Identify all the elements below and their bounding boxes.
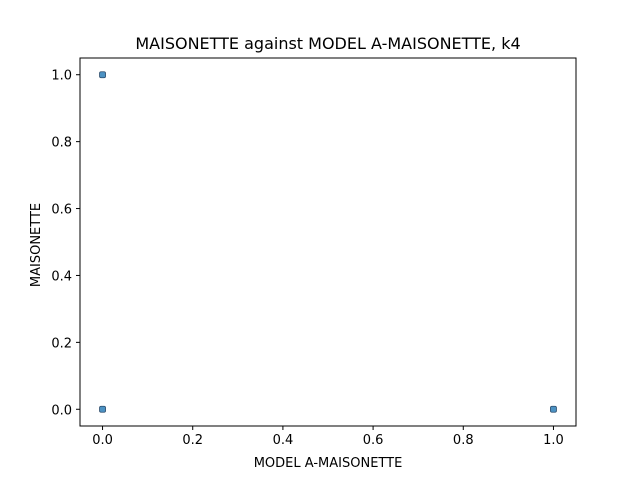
y-tick-label: 1.0 [51, 69, 72, 84]
x-tick-label: 0.4 [273, 433, 294, 448]
x-tick-label: 1.0 [543, 433, 564, 448]
y-tick-label: 0.6 [51, 203, 72, 218]
x-tick-label: 0.2 [182, 433, 203, 448]
plot-area [79, 57, 577, 427]
data-points [99, 71, 557, 413]
x-axis-label: MODEL A-MAISONETTE [254, 456, 403, 471]
y-tick-label: 0.2 [51, 336, 72, 351]
scatter-point [99, 71, 106, 79]
y-tick-label: 0.4 [51, 269, 72, 284]
chart-title: MAISONETTE against MODEL A-MAISONETTE, k… [135, 34, 520, 53]
y-axis-ticks: 0.0 0.2 0.4 0.6 0.8 1.0 [51, 69, 80, 418]
x-tick-label: 0.6 [363, 433, 384, 448]
scatter-point [550, 405, 557, 413]
y-tick-label: 0.8 [51, 136, 72, 151]
y-tick-label: 0.0 [51, 403, 72, 418]
scatter-point [99, 405, 106, 413]
x-tick-label: 0.0 [92, 433, 113, 448]
x-tick-label: 0.8 [453, 433, 474, 448]
y-axis-label: MAISONETTE [29, 203, 44, 287]
x-axis-ticks: 0.0 0.2 0.4 0.6 0.8 1.0 [92, 426, 564, 448]
